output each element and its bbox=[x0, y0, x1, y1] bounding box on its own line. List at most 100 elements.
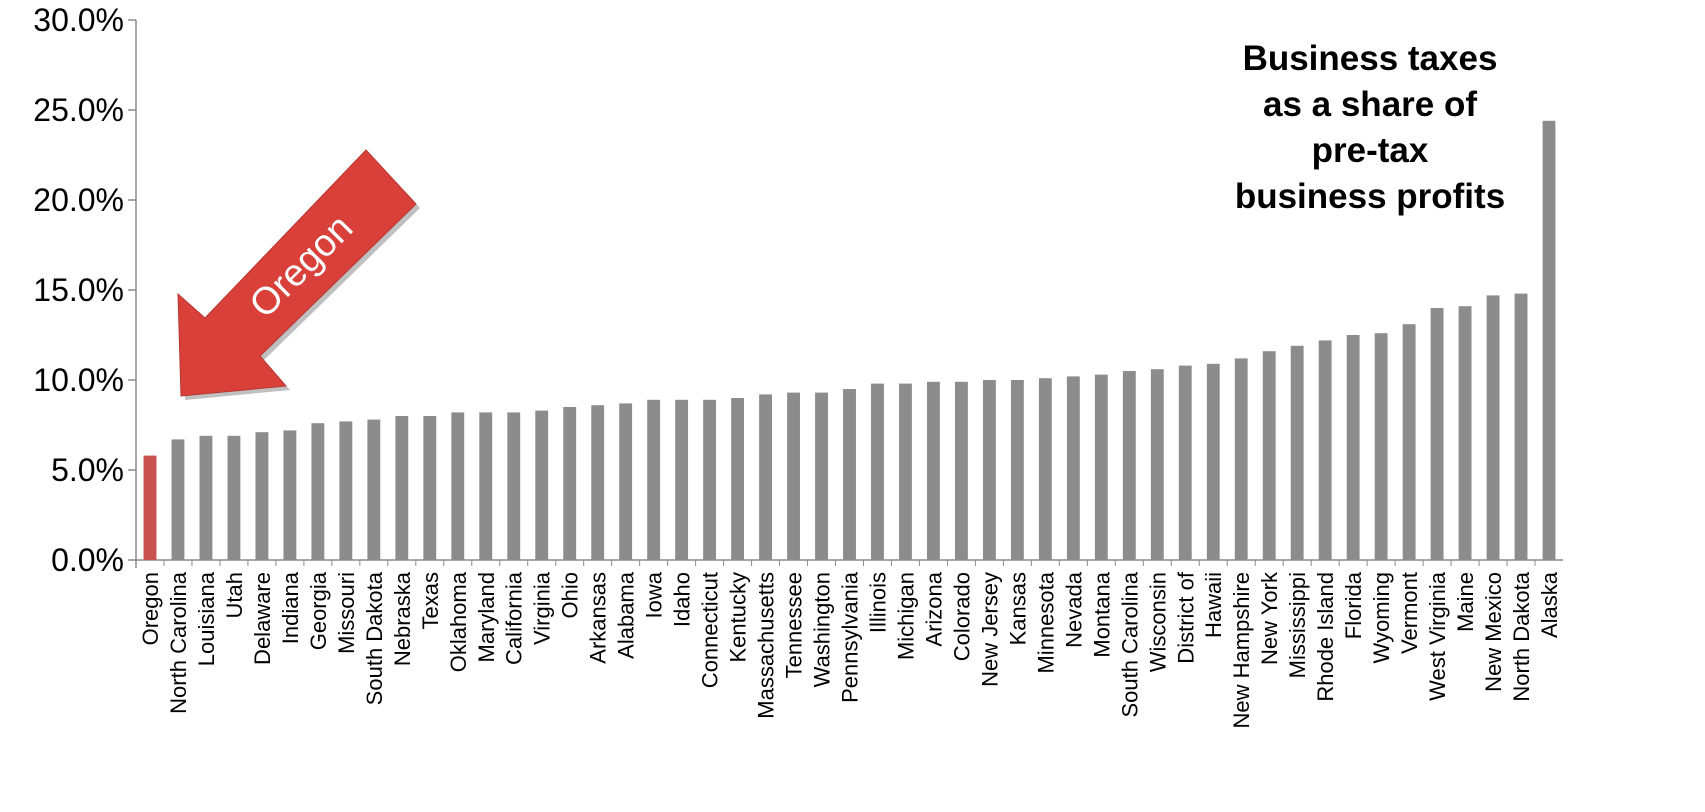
x-tick-label: Nevada bbox=[1061, 571, 1086, 648]
y-tick-label: 0.0% bbox=[51, 542, 124, 578]
x-tick-label: Texas bbox=[418, 572, 443, 629]
bar-ohio bbox=[563, 407, 577, 560]
x-tick-label: South Dakota bbox=[362, 571, 387, 705]
bar-louisiana bbox=[199, 435, 213, 560]
chart-title-line: pre-tax bbox=[1311, 131, 1429, 170]
bar-arizona bbox=[927, 381, 940, 560]
x-tick-label: New York bbox=[1257, 571, 1282, 665]
y-tick-label: 10.0% bbox=[33, 362, 124, 398]
x-tick-label: Idaho bbox=[670, 572, 695, 627]
x-tick-label: Ohio bbox=[558, 572, 583, 618]
arrow-shape bbox=[177, 149, 417, 397]
bar-new-hampshire bbox=[1234, 358, 1248, 560]
bar-vermont bbox=[1402, 324, 1416, 560]
x-tick-label: Maryland bbox=[474, 572, 499, 662]
x-tick-label: Rhode Island bbox=[1313, 572, 1338, 702]
y-tick-label: 5.0% bbox=[51, 452, 124, 488]
bar-washington bbox=[815, 392, 828, 560]
bar-nevada bbox=[1066, 376, 1080, 560]
bar-maine bbox=[1458, 306, 1472, 560]
bar-utah bbox=[227, 435, 241, 560]
bar-missouri bbox=[339, 421, 353, 560]
x-tick-label: Nebraska bbox=[390, 571, 415, 666]
bar-mississippi bbox=[1290, 345, 1304, 560]
bar-south-dakota bbox=[367, 419, 381, 560]
bar-alabama bbox=[619, 403, 633, 560]
x-tick-label: New Jersey bbox=[977, 572, 1002, 687]
x-tick-label: Utah bbox=[222, 572, 247, 618]
bar-wisconsin bbox=[1150, 369, 1164, 560]
callout-arrow: Oregon bbox=[177, 149, 420, 400]
x-tick-label: Washington bbox=[810, 572, 835, 687]
bar-idaho bbox=[675, 399, 689, 560]
oregon-callout-arrow: Oregon bbox=[177, 149, 420, 400]
bar-maryland bbox=[479, 412, 493, 560]
bar-michigan bbox=[899, 383, 912, 560]
bar-nebraska bbox=[395, 416, 409, 560]
x-tick-label: Oregon bbox=[138, 572, 163, 645]
bar-iowa bbox=[647, 399, 661, 560]
x-tick-label: Minnesota bbox=[1033, 571, 1058, 673]
x-tick-label: Arkansas bbox=[586, 572, 611, 664]
bar-texas bbox=[423, 416, 437, 560]
bar-alaska bbox=[1542, 120, 1556, 561]
x-tick-label: New Hampshire bbox=[1229, 572, 1254, 729]
bar-california bbox=[507, 412, 521, 560]
x-tick-label: Michigan bbox=[893, 572, 918, 660]
bar-hawaii bbox=[1206, 363, 1220, 560]
bar-massachusetts bbox=[759, 394, 772, 560]
x-tick-label: Louisiana bbox=[194, 571, 219, 666]
y-tick-label: 25.0% bbox=[33, 92, 124, 128]
y-tick-label: 30.0% bbox=[33, 2, 124, 38]
x-tick-label: New Mexico bbox=[1481, 572, 1506, 692]
x-tick-label: California bbox=[502, 571, 527, 665]
x-tick-label: North Carolina bbox=[166, 571, 191, 714]
bar-florida bbox=[1346, 335, 1360, 560]
x-tick-label: North Dakota bbox=[1509, 571, 1534, 701]
x-tick-label: Colorado bbox=[949, 572, 974, 661]
bar-indiana bbox=[283, 430, 297, 560]
bar-south-carolina bbox=[1122, 371, 1136, 560]
x-tick-label: Maine bbox=[1453, 572, 1478, 632]
bar-pennsylvania bbox=[843, 389, 856, 560]
x-tick-label: Tennessee bbox=[782, 572, 807, 678]
bar-north-dakota bbox=[1514, 293, 1528, 560]
bar-rhode-island bbox=[1318, 340, 1332, 560]
bar-west-virginia bbox=[1430, 308, 1444, 560]
y-tick-label: 20.0% bbox=[33, 182, 124, 218]
y-tick-label: 15.0% bbox=[33, 272, 124, 308]
x-tick-label: Wyoming bbox=[1369, 572, 1394, 664]
x-tick-label: Virginia bbox=[530, 571, 555, 645]
bar-district-of bbox=[1178, 365, 1192, 560]
bar-minnesota bbox=[1038, 378, 1052, 560]
bar-delaware bbox=[255, 432, 269, 560]
bar-oklahoma bbox=[451, 412, 465, 560]
x-tick-label: Indiana bbox=[278, 571, 303, 644]
x-axis-labels: Oregon North Carolina Louisiana Utah Delawar… bbox=[138, 571, 1562, 728]
bar-kentucky bbox=[731, 398, 745, 560]
bar-connecticut bbox=[703, 399, 717, 560]
x-tick-label: Delaware bbox=[250, 572, 275, 665]
bar-montana bbox=[1094, 374, 1108, 560]
x-tick-label: Arizona bbox=[921, 571, 946, 646]
chart-title-line: as a share of bbox=[1263, 85, 1477, 124]
bar-tennessee bbox=[787, 392, 800, 560]
x-tick-label: Iowa bbox=[642, 571, 667, 618]
bar-new-mexico bbox=[1486, 295, 1500, 560]
x-tick-label: Kentucky bbox=[726, 572, 751, 663]
x-tick-label: Georgia bbox=[306, 571, 331, 650]
bar-new-york bbox=[1262, 351, 1276, 560]
x-tick-label: Mississippi bbox=[1285, 572, 1310, 678]
bar-virginia bbox=[535, 410, 549, 560]
x-tick-label: Alaska bbox=[1537, 571, 1562, 638]
x-tick-label: West Virginia bbox=[1425, 571, 1450, 701]
x-tick-label: Missouri bbox=[334, 572, 359, 654]
bar-oregon bbox=[143, 455, 157, 560]
x-tick-label: Florida bbox=[1341, 571, 1366, 639]
x-tick-label: Wisconsin bbox=[1145, 572, 1170, 672]
x-tick-label: Kansas bbox=[1005, 572, 1030, 645]
chart-title: Business taxes as a share of pre-tax bus… bbox=[1170, 36, 1570, 220]
bar-north-carolina bbox=[171, 439, 185, 560]
x-tick-label: District of bbox=[1173, 571, 1198, 664]
